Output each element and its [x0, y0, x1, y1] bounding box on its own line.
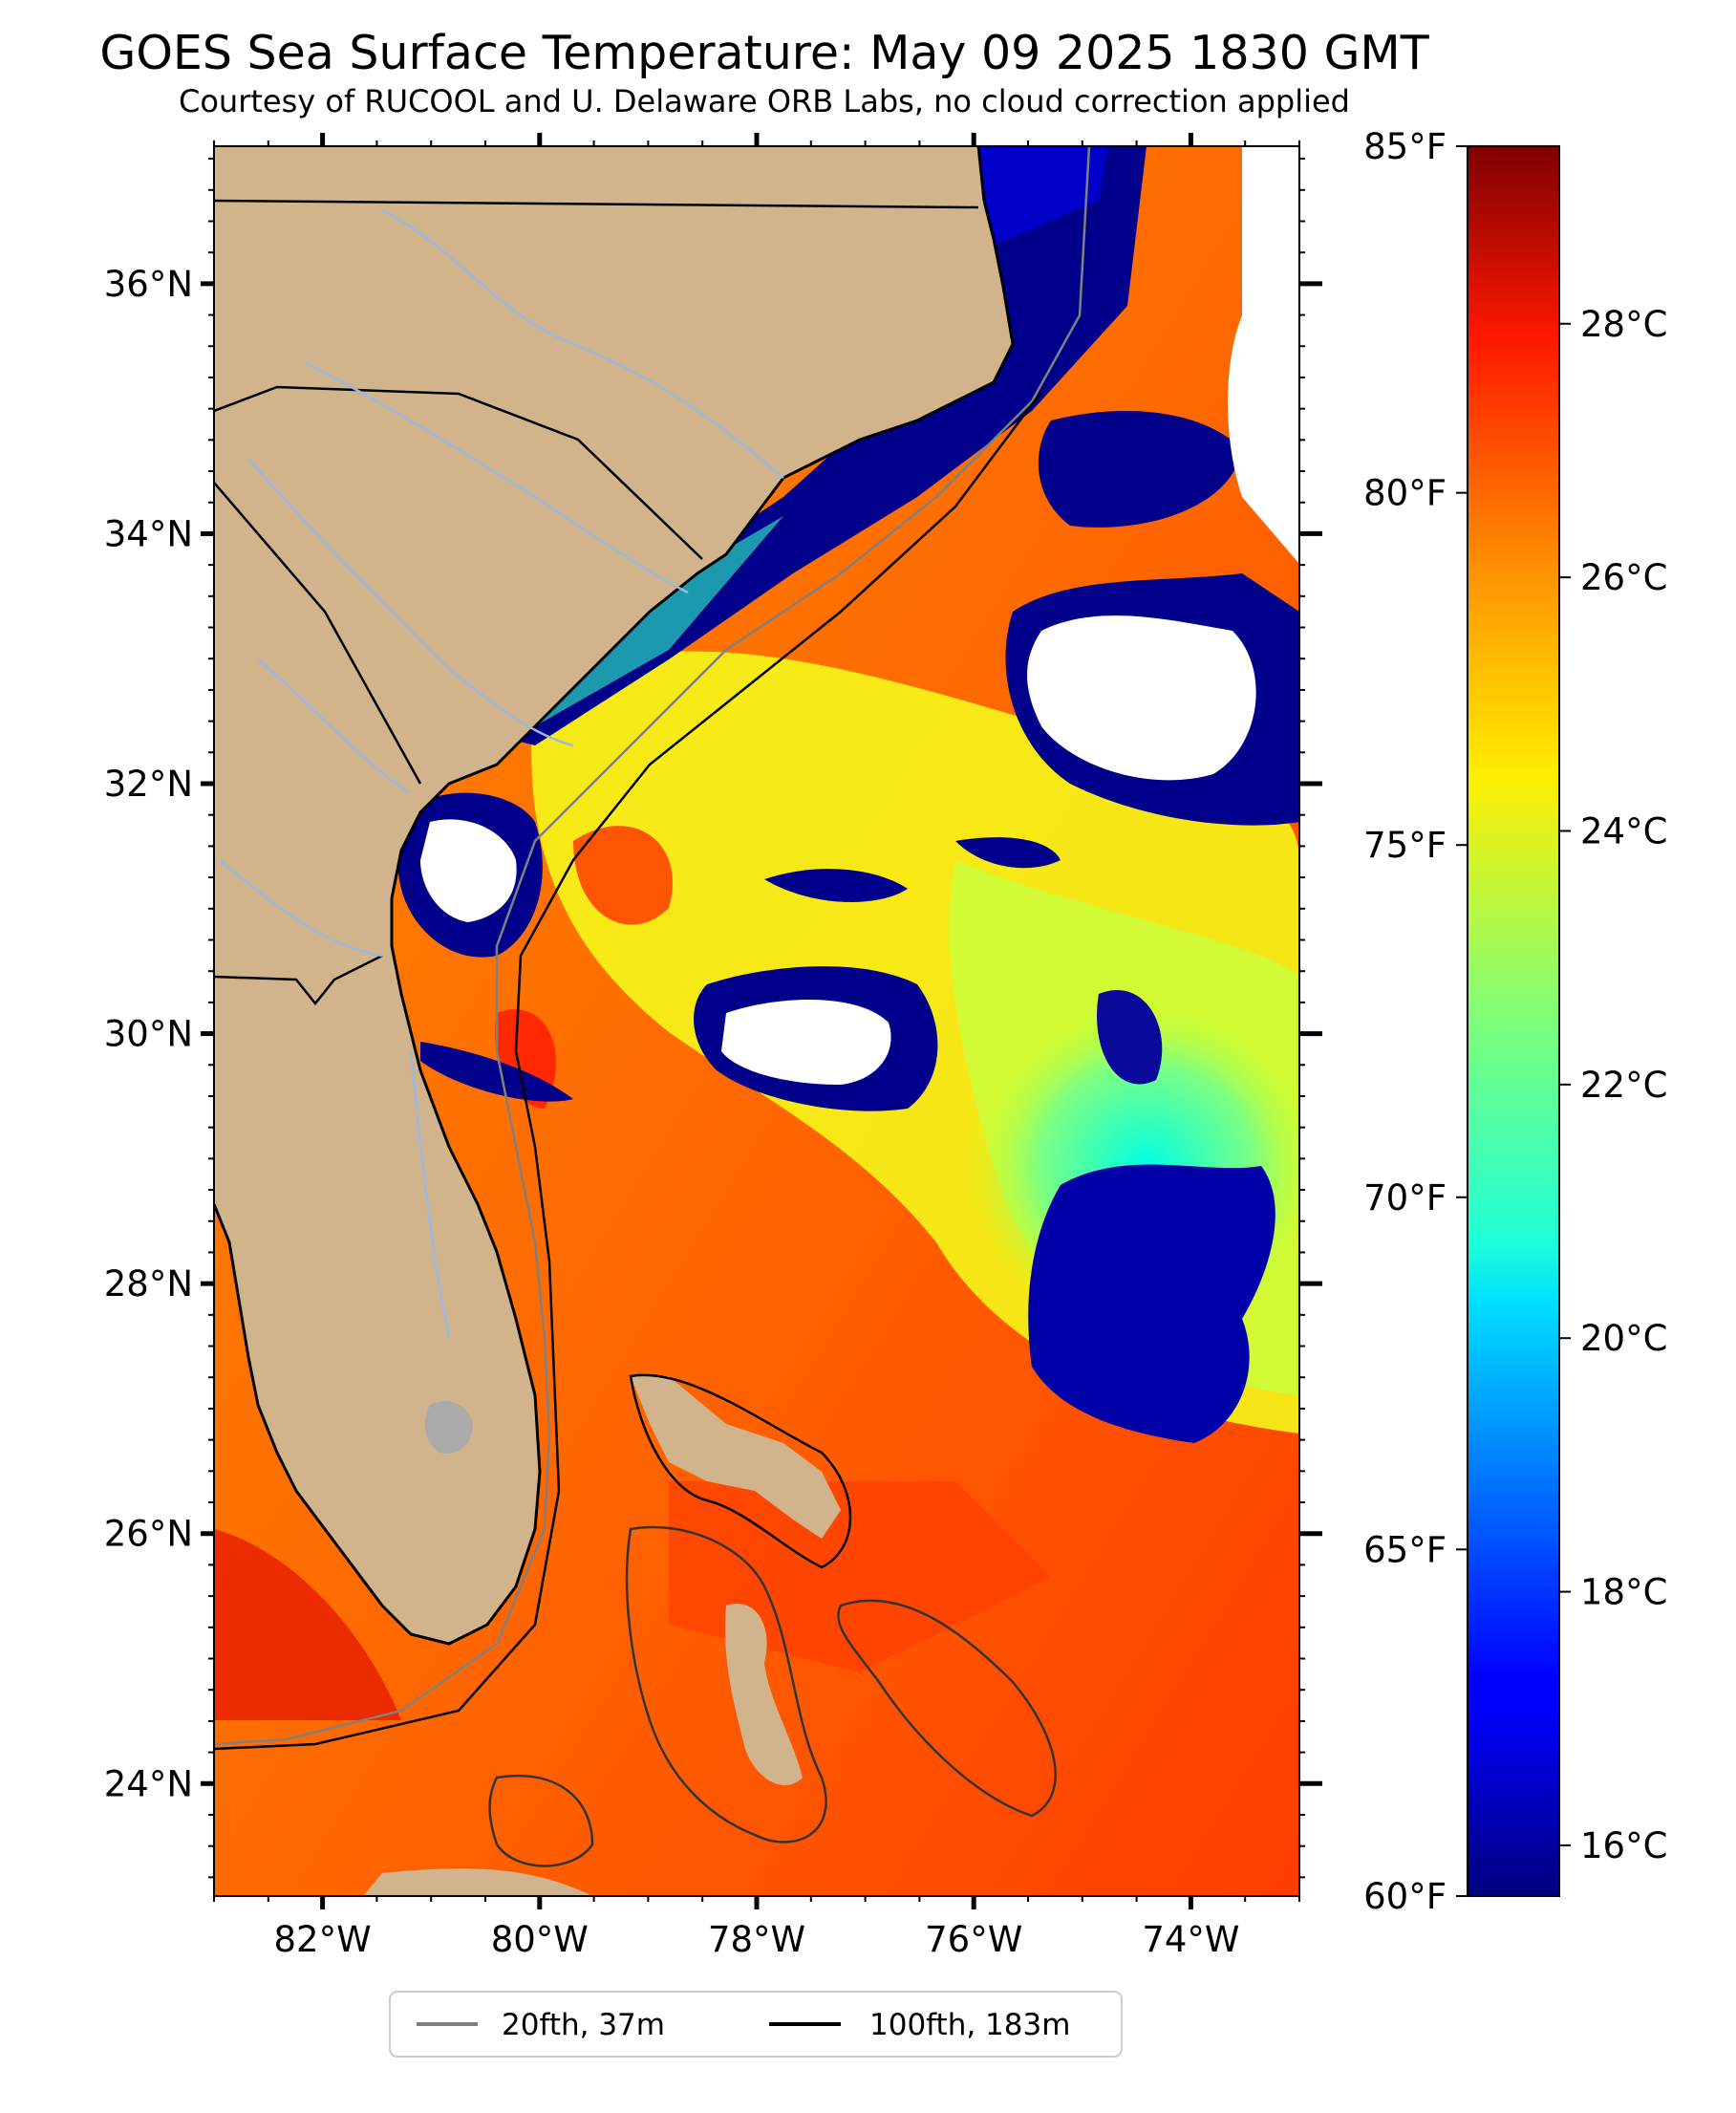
lat-tick-label: 32°N: [104, 764, 193, 805]
celsius-tick-label: 16°C: [1580, 1825, 1667, 1866]
fahrenheit-tick-label: 60°F: [1363, 1876, 1447, 1917]
contour-100fth: [214, 391, 1042, 1751]
fahrenheit-tick-label: 80°F: [1363, 473, 1447, 514]
celsius-tick-label: 24°C: [1580, 810, 1667, 852]
lat-tick-label: 36°N: [104, 264, 193, 305]
legend-box: [389, 1991, 1123, 2058]
celsius-tick-label: 28°C: [1580, 304, 1667, 345]
lon-tick-label: 80°W: [491, 1919, 589, 1960]
fahrenheit-tick-label: 70°F: [1363, 1177, 1447, 1218]
colorbar: [1467, 145, 1560, 1897]
legend-label-100fth: 100fth, 183m: [869, 2008, 1070, 2042]
land-masses: [214, 146, 1013, 1896]
contour-legend: 20fth, 37m 100fth, 183m: [389, 1991, 1123, 2058]
lon-tick-label: 78°W: [708, 1919, 805, 1960]
lat-tick-label: 34°N: [104, 513, 193, 554]
lat-tick-label: 26°N: [104, 1514, 193, 1555]
map-axes: 24°N 26°N 28°N 30°N 32°N 34°N 36°N 82°W 80°W 78°W…: [104, 133, 1322, 1960]
fahrenheit-tick-label: 85°F: [1363, 126, 1447, 167]
fahrenheit-tick-label: 75°F: [1363, 825, 1447, 866]
colorbar-axes: 16°C 18°C 20°C 22°C 24°C 26°C 28°C 60°F 65°F 70°F…: [1363, 126, 1667, 1917]
isobath-contours: [214, 146, 1091, 1867]
contour-20fth: [214, 146, 1091, 1746]
lat-tick-label: 30°N: [104, 1014, 193, 1055]
rivers: [219, 208, 784, 1339]
borders: [214, 146, 1015, 1646]
celsius-tick-label: 22°C: [1580, 1065, 1667, 1106]
celsius-tick-label: 18°C: [1580, 1572, 1667, 1613]
lat-tick-label: 24°N: [104, 1763, 193, 1804]
celsius-tick-label: 26°C: [1580, 557, 1667, 598]
lon-tick-label: 74°W: [1142, 1919, 1239, 1960]
lat-tick-label: 28°N: [104, 1263, 193, 1304]
legend-label-20fth: 20fth, 37m: [502, 2008, 665, 2042]
celsius-tick-label: 20°C: [1580, 1318, 1667, 1359]
map-title: GOES Sea Surface Temperature: May 09 202…: [99, 26, 1429, 80]
fahrenheit-tick-label: 65°F: [1363, 1529, 1447, 1570]
map-subtitle: Courtesy of RUCOOL and U. Delaware ORB L…: [179, 83, 1350, 119]
lon-tick-label: 76°W: [925, 1919, 1022, 1960]
lon-tick-label: 82°W: [274, 1919, 372, 1960]
